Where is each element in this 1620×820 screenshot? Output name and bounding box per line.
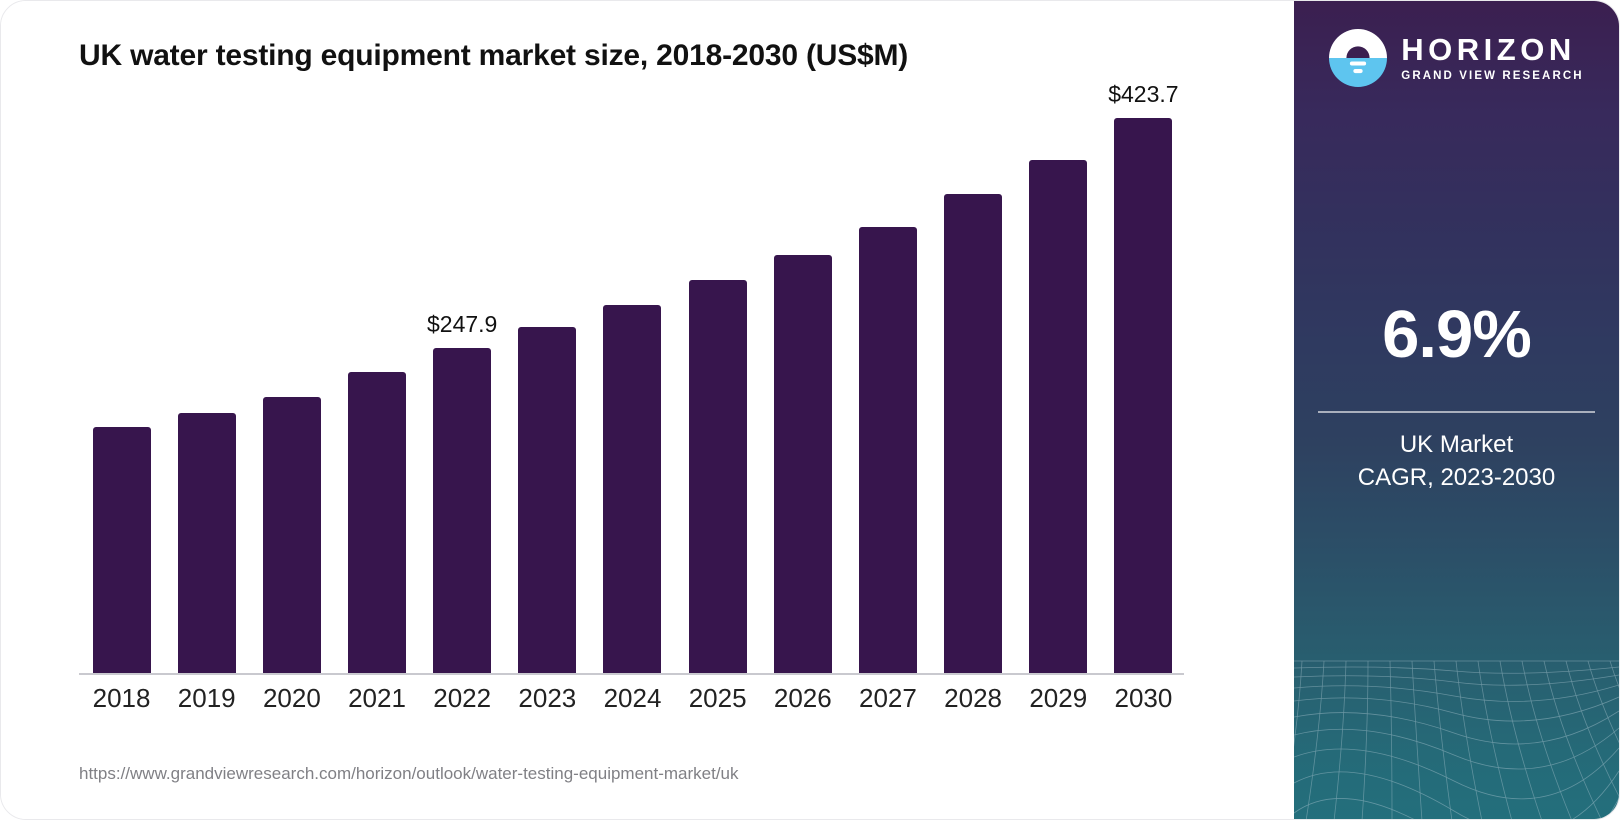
x-tick-2030: 2030 <box>1114 683 1173 713</box>
bar-2025 <box>675 97 760 673</box>
bar-2018 <box>79 97 164 673</box>
x-tick-2021: 2021 <box>348 683 406 713</box>
x-axis-line <box>79 673 1184 675</box>
bar-2023 <box>505 97 590 673</box>
bar-rect-2019 <box>177 412 236 673</box>
bar-rect-2018 <box>92 426 151 673</box>
cagr-value: 6.9% <box>1382 297 1532 372</box>
bar-chart-plot-area: $247.9 $423.7 <box>79 81 1186 673</box>
bar-2021 <box>334 97 419 673</box>
cagr-caption-line-1: UK Market <box>1399 431 1514 458</box>
sidebar-panel: HORIZON GRAND VIEW RESEARCH 6.9% UK Mark… <box>1294 1 1619 819</box>
bar-2019 <box>164 97 249 673</box>
x-tick-2027: 2027 <box>859 683 917 713</box>
bar-rect-2027 <box>858 226 917 673</box>
bar-2024 <box>590 97 675 673</box>
page-title: UK water testing equipment market size, … <box>79 39 909 72</box>
bar-rect-2025 <box>688 280 747 673</box>
bar-2030: $423.7 <box>1101 81 1186 673</box>
bar-2027 <box>845 97 930 673</box>
x-tick-2028: 2028 <box>944 683 1003 713</box>
bar-value-label-2030: $423.7 <box>1108 81 1179 108</box>
bar-rect-2026 <box>773 255 832 673</box>
cagr-caption: UK Market CAGR, 2023-2030 <box>1294 429 1619 494</box>
divider <box>1318 411 1595 413</box>
bar-rect-2024 <box>603 305 662 673</box>
horizon-sunrise-circle-icon <box>1329 29 1388 87</box>
x-tick-2023: 2023 <box>518 683 577 713</box>
brand-tagline: GRAND VIEW RESEARCH <box>1401 69 1584 82</box>
x-tick-2026: 2026 <box>773 683 832 713</box>
bar-2028 <box>931 97 1016 673</box>
bar-2026 <box>760 97 845 673</box>
bar-2020 <box>249 97 334 673</box>
bar-rect-2021 <box>348 371 407 673</box>
bar-rect-2029 <box>1029 159 1088 673</box>
bar-rect-2022 <box>433 348 492 673</box>
cagr-caption-line-2: CAGR, 2023-2030 <box>1357 463 1556 491</box>
x-tick-2029: 2029 <box>1029 683 1088 713</box>
perspective-wireframe-grid-icon <box>1294 660 1619 819</box>
source-url: https://www.grandviewresearch.com/horizo… <box>79 764 739 783</box>
bar-2029 <box>1016 97 1101 673</box>
x-tick-2025: 2025 <box>688 683 747 713</box>
chart-panel: UK water testing equipment market size, … <box>1 1 1296 819</box>
x-tick-2019: 2019 <box>177 683 236 713</box>
bar-2022: $247.9 <box>420 97 505 673</box>
bar-value-label-2022: $247.9 <box>426 311 498 338</box>
x-tick-2024: 2024 <box>603 683 662 713</box>
bar-rect-2030 <box>1114 118 1173 673</box>
x-tick-2018: 2018 <box>92 683 151 713</box>
x-tick-2022: 2022 <box>433 683 492 713</box>
bar-rect-2028 <box>944 193 1003 673</box>
x-tick-2020: 2020 <box>262 683 321 713</box>
bar-rect-2023 <box>518 327 577 673</box>
bar-rect-2020 <box>262 396 321 673</box>
brand-logo: HORIZON GRAND VIEW RESEARCH <box>1294 29 1619 87</box>
brand-logo-text: HORIZON GRAND VIEW RESEARCH <box>1401 34 1583 83</box>
brand-name: HORIZON <box>1401 31 1576 67</box>
